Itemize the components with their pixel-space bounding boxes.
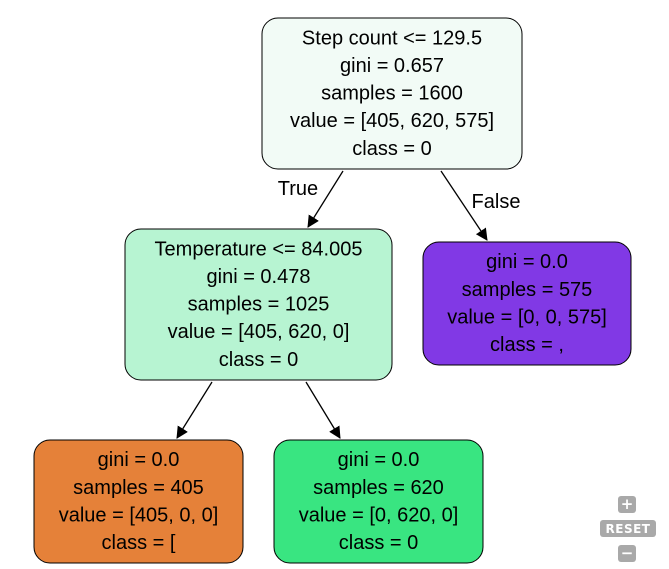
tree-node-right: gini = 0.0 samples = 575 value = [0, 0, 57… [422, 241, 632, 366]
node-text-line: gini = 0.478 [207, 266, 311, 288]
node-text-line: class = [ [102, 532, 176, 554]
zoom-out-button[interactable]: − [618, 545, 636, 562]
node-text-line: class = 0 [352, 138, 431, 160]
node-text-line: Temperature <= 84.005 [155, 238, 363, 260]
zoom-controls: + RESET − [600, 496, 656, 562]
node-text-line: samples = 1600 [321, 83, 463, 105]
edge-arrow-left-to-left-left [176, 381, 213, 439]
node-text-line: samples = 405 [73, 477, 204, 499]
node-text-line: value = [0, 620, 0] [299, 504, 459, 526]
tree-node-left-right: gini = 0.0 samples = 620 value = [0, 620, … [273, 439, 484, 564]
node-text-line: samples = 1025 [188, 294, 330, 316]
edge-arrow-root-to-right [440, 170, 488, 241]
node-text-line: class = 0 [219, 349, 298, 371]
zoom-in-button[interactable]: + [618, 496, 636, 513]
node-text-line: value = [405, 620, 575] [290, 110, 494, 132]
node-text-line: samples = 575 [462, 279, 593, 301]
edge-arrow-root-to-left [307, 170, 344, 228]
tree-node-left-left: gini = 0.0 samples = 405 value = [405, 0, … [33, 439, 244, 564]
node-text-line: Step count <= 129.5 [302, 27, 482, 49]
node-text-line: gini = 0.0 [338, 449, 420, 471]
tree-node-root: Step count <= 129.5 gini = 0.657 samples =… [261, 17, 523, 170]
node-box [124, 228, 393, 381]
node-text-line: gini = 0.0 [486, 251, 568, 273]
node-text-line: gini = 0.657 [340, 55, 444, 77]
edge-arrow-left-to-left-right [305, 381, 341, 439]
node-text-line: value = [0, 0, 575] [447, 306, 607, 328]
node-box [33, 439, 244, 564]
node-text-line: class = 0 [339, 532, 418, 554]
node-box [273, 439, 484, 564]
node-text-line: value = [405, 620, 0] [168, 321, 350, 343]
node-text-line: value = [405, 0, 0] [59, 504, 219, 526]
reset-button[interactable]: RESET [600, 520, 656, 537]
edge-label-true: True [278, 178, 318, 200]
node-box [261, 17, 523, 170]
edges: True False [176, 170, 521, 439]
tree-node-left: Temperature <= 84.005 gini = 0.478 samples… [124, 228, 393, 381]
node-text-line: class = , [490, 334, 564, 356]
node-text-line: gini = 0.0 [98, 449, 180, 471]
edge-label-false: False [472, 191, 521, 213]
node-text-line: samples = 620 [313, 477, 444, 499]
node-box [422, 241, 632, 366]
nodes: Step count <= 129.5 gini = 0.657 samples =… [33, 17, 632, 564]
